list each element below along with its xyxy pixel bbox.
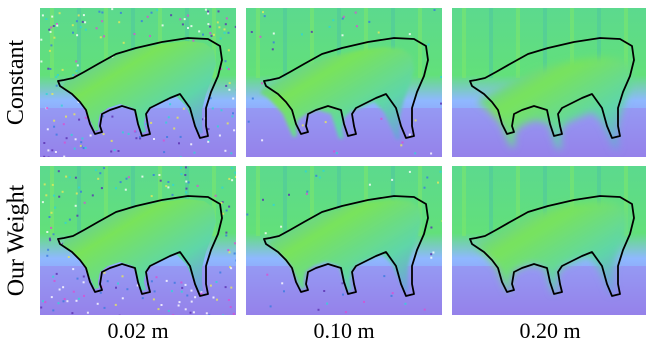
panel-constant-010 (246, 8, 442, 157)
panel-ourweight-002 (40, 166, 236, 315)
panel-ourweight-010 (246, 166, 442, 315)
cow-ground-truth-outline (57, 37, 223, 139)
noise-speckles (40, 8, 236, 157)
cow-surface-normals (474, 201, 628, 294)
row-label-constant-text: Constant (3, 39, 30, 126)
panel-constant-002-image (40, 8, 236, 157)
cow-surface-normals (478, 57, 632, 150)
row-label-our-weight: Our Weight (0, 166, 34, 315)
panel-ourweight-010-image (246, 166, 442, 315)
panel-constant-020-image (452, 8, 646, 157)
column-label-020: 0.20 m (519, 318, 581, 343)
column-label-010: 0.10 m (313, 318, 375, 343)
row-label-constant: Constant (0, 8, 34, 157)
panel-constant-020 (452, 8, 646, 157)
cow-surface-normals (260, 47, 414, 140)
column-label-002: 0.02 m (107, 318, 169, 343)
panel-constant-002 (40, 8, 236, 157)
cow-ground-truth-outline (263, 37, 429, 139)
panel-constant-010-image (246, 8, 442, 157)
panel-ourweight-020-image (452, 166, 646, 315)
cow-ground-truth-outline (57, 195, 223, 297)
panel-ourweight-020 (452, 166, 646, 315)
cow-surface-normals (62, 199, 216, 292)
cow-ground-truth-outline (263, 195, 429, 297)
row-label-our-weight-text: Our Weight (3, 184, 30, 297)
cow-ground-truth-outline (469, 195, 635, 297)
cow-surface-normals (62, 41, 216, 134)
panel-ourweight-002-image (40, 166, 236, 315)
cow-ground-truth-outline (469, 37, 635, 139)
noise-speckles (246, 169, 442, 314)
cow-surface-normals (268, 199, 422, 292)
